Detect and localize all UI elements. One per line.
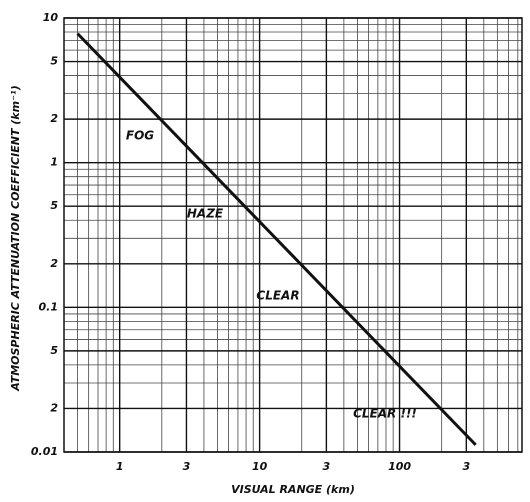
x-tick-label: 3 bbox=[462, 460, 470, 473]
x-tick-label: 3 bbox=[183, 460, 191, 473]
x-tick-label: 10 bbox=[252, 460, 268, 473]
x-axis-label: VISUAL RANGE (km) bbox=[231, 483, 355, 496]
y-tick-label: 0.1 bbox=[39, 300, 59, 313]
y-tick-label: 2 bbox=[50, 257, 58, 270]
y-axis-label: ATMOSPHERIC ATTENUATION COEFFICIENT (km⁻… bbox=[9, 85, 22, 392]
annotation: CLEAR bbox=[256, 289, 299, 303]
x-tick-label: 3 bbox=[323, 460, 331, 473]
plot-frame bbox=[63, 17, 523, 453]
annotation: CLEAR !!! bbox=[353, 407, 417, 421]
annotation: FOG bbox=[126, 129, 154, 143]
y-tick-label: 0.01 bbox=[31, 445, 58, 458]
y-tick-label: 5 bbox=[50, 344, 58, 357]
x-tick-label: 1 bbox=[116, 460, 124, 473]
y-tick-label: 2 bbox=[50, 112, 58, 125]
y-tick-label: 5 bbox=[50, 55, 58, 68]
y-tick-label: 1 bbox=[50, 156, 58, 169]
y-tick-label: 2 bbox=[50, 401, 58, 414]
data-line bbox=[76, 32, 477, 446]
y-tick-label: 10 bbox=[43, 11, 59, 24]
y-tick-label: 5 bbox=[50, 199, 58, 212]
annotation: HAZE bbox=[187, 207, 224, 221]
x-tick-label: 100 bbox=[388, 460, 411, 473]
